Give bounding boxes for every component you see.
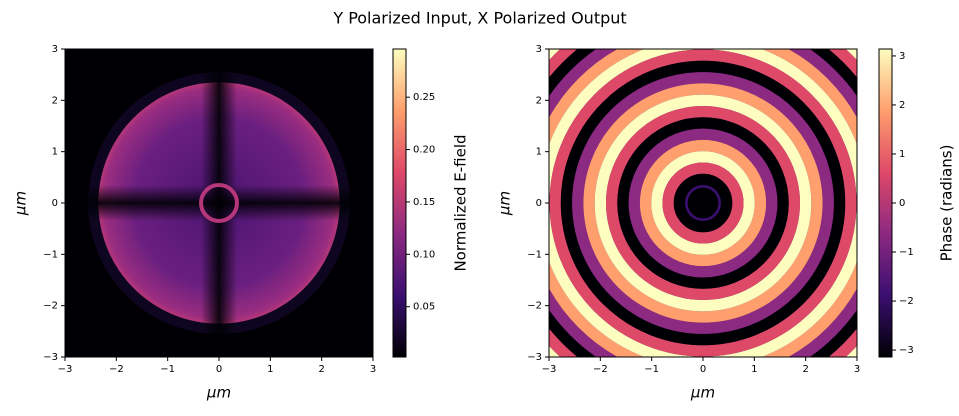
y-tick-label: 3: [52, 44, 58, 55]
y-axis-label: μm: [12, 191, 30, 216]
x-tick-label: −3: [542, 364, 557, 375]
colorbar-tick-label: 0.25: [413, 92, 435, 103]
field-ring: [617, 117, 789, 289]
y-tick-label: 1: [52, 147, 58, 158]
colorbar-tick-label: 0.20: [413, 145, 435, 156]
x-tick-label: 2: [318, 364, 324, 375]
colorbar-label: Phase (radians): [938, 145, 956, 262]
x-axis-label: μm: [690, 384, 715, 402]
field-ring: [639, 139, 767, 267]
colorbar-tick-label: 3: [899, 51, 905, 62]
y-tick-label: 3: [536, 44, 542, 55]
field-core: [687, 187, 719, 219]
x-tick-label: 3: [854, 364, 860, 375]
x-tick-label: −1: [160, 364, 175, 375]
x-tick-label: 3: [370, 364, 376, 375]
field-ring: [662, 162, 744, 244]
colorbar-tick-label: 2: [899, 100, 905, 111]
x-tick-label: 2: [802, 364, 808, 375]
x-tick-label: −1: [644, 364, 659, 375]
y-tick-label: 2: [536, 95, 542, 106]
figure-title: Y Polarized Input, X Polarized Output: [332, 9, 626, 28]
field-ring: [594, 94, 812, 312]
x-tick-label: 1: [267, 364, 273, 375]
y-tick-label: −3: [527, 352, 542, 363]
colorbar-tick-label: −2: [899, 296, 914, 307]
y-tick-label: 1: [536, 147, 542, 158]
y-tick-label: 0: [536, 198, 542, 209]
field-core: [199, 183, 239, 223]
heatmap: [65, 49, 373, 357]
x-tick-label: −2: [109, 364, 124, 375]
colorbar: [392, 48, 407, 358]
colorbar-tick-label: 0.05: [413, 302, 435, 313]
colorbar-tick-label: 0: [899, 198, 905, 209]
field-ring: [583, 83, 823, 323]
colorbar: [878, 48, 893, 358]
y-tick-label: −2: [43, 301, 58, 312]
colorbar-tick-label: −3: [899, 345, 914, 356]
colorbar-tick-label: 0.15: [413, 197, 435, 208]
y-axis-label: μm: [496, 191, 514, 216]
field-ring: [605, 105, 801, 301]
y-tick-label: −3: [43, 352, 58, 363]
x-axis-label: μm: [206, 384, 231, 402]
x-tick-label: 0: [216, 364, 222, 375]
field-ring: [572, 72, 834, 334]
x-tick-label: 1: [751, 364, 757, 375]
field-dark-band: [201, 49, 237, 357]
field-ring: [651, 151, 755, 255]
colorbar-tick-label: 1: [899, 149, 905, 160]
colorbar-tick-label: 0.10: [413, 249, 435, 260]
y-tick-label: 2: [52, 95, 58, 106]
colorbar-tick-label: −1: [899, 247, 914, 258]
y-tick-label: −1: [43, 249, 58, 260]
x-tick-label: −2: [593, 364, 608, 375]
heatmap: [549, 49, 857, 357]
field-ring: [628, 128, 778, 278]
field-ring: [549, 49, 857, 357]
y-tick-label: 0: [52, 198, 58, 209]
field-ring: [560, 60, 846, 346]
field-ring: [673, 173, 733, 233]
x-tick-label: −3: [58, 364, 73, 375]
y-tick-label: −2: [527, 301, 542, 312]
colorbar-label: Normalized E-field: [452, 134, 470, 271]
x-tick-label: 0: [700, 364, 706, 375]
y-tick-label: −1: [527, 249, 542, 260]
